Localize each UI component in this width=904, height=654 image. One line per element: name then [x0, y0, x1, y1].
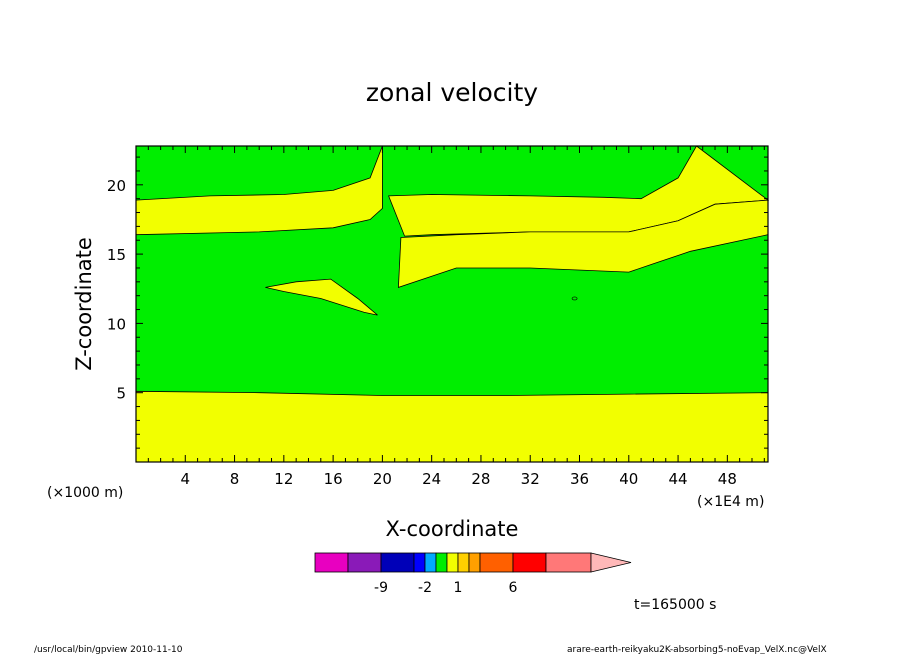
region-lens: [265, 278, 378, 316]
x-axis-label: X-coordinate: [386, 517, 519, 541]
region-lower-band: [135, 390, 769, 463]
colorbar-swatch: [314, 552, 349, 573]
x-tick-label: 40: [619, 470, 638, 488]
x-tick-labels: 4 8 12 16 20 24 28 32 36 40 44 48: [181, 470, 737, 488]
colorbar-swatch: [435, 552, 448, 573]
colorbar-extend-arrow: [590, 552, 632, 573]
colorbar-swatch: [457, 552, 470, 573]
colorbar-swatch: [424, 552, 437, 573]
x-tick-label: 12: [274, 470, 293, 488]
colorbar-label: 6: [509, 580, 518, 596]
x-unit-left: (×1000 m): [47, 485, 123, 501]
y-tick-label: 15: [107, 246, 126, 264]
x-tick-label: 28: [471, 470, 490, 488]
x-tick-label: 44: [669, 470, 688, 488]
x-tick-label: 20: [373, 470, 392, 488]
colorbar: [314, 552, 632, 573]
footer-left: /usr/local/bin/gpview 2010-11-10: [34, 645, 183, 654]
x-tick-label: 32: [521, 470, 540, 488]
footer-right: arare-earth-reikyaku2K-absorbing5-noEvap…: [567, 645, 827, 654]
colorbar-labels: -9 -2 1 6: [374, 580, 518, 596]
colorbar-swatch: [446, 552, 459, 573]
chart-title: zonal velocity: [366, 78, 538, 107]
y-tick-labels: 5 10 15 20: [107, 177, 126, 403]
x-tick-label: 16: [324, 470, 343, 488]
colorbar-swatch: [380, 552, 415, 573]
plot-area: [135, 145, 770, 463]
x-tick-label: 48: [718, 470, 737, 488]
y-tick-label: 10: [107, 315, 126, 333]
x-tick-label: 4: [181, 470, 191, 488]
colorbar-label: -9: [374, 580, 388, 596]
x-unit-right: (×1E4 m): [697, 494, 764, 510]
colorbar-swatch: [347, 552, 382, 573]
small-contour: [571, 296, 578, 301]
colorbar-swatch: [468, 552, 481, 573]
tick-marks: [136, 146, 768, 462]
colorbar-swatch: [479, 552, 514, 573]
y-tick-label: 20: [107, 177, 126, 195]
colorbar-label: -2: [418, 580, 432, 596]
time-annotation: t=165000 s: [634, 597, 716, 613]
plot-frame: [135, 145, 769, 463]
x-tick-label: 36: [570, 470, 589, 488]
y-axis-label: Z-coordinate: [72, 237, 96, 371]
colorbar-swatch: [413, 552, 426, 573]
colorbar-swatch: [512, 552, 547, 573]
colorbar-label: 1: [454, 580, 463, 596]
y-tick-label: 5: [116, 385, 126, 403]
colorbar-swatch: [545, 552, 592, 573]
x-tick-label: 24: [422, 470, 441, 488]
region-middle-band: [135, 145, 383, 236]
x-tick-label: 8: [230, 470, 240, 488]
